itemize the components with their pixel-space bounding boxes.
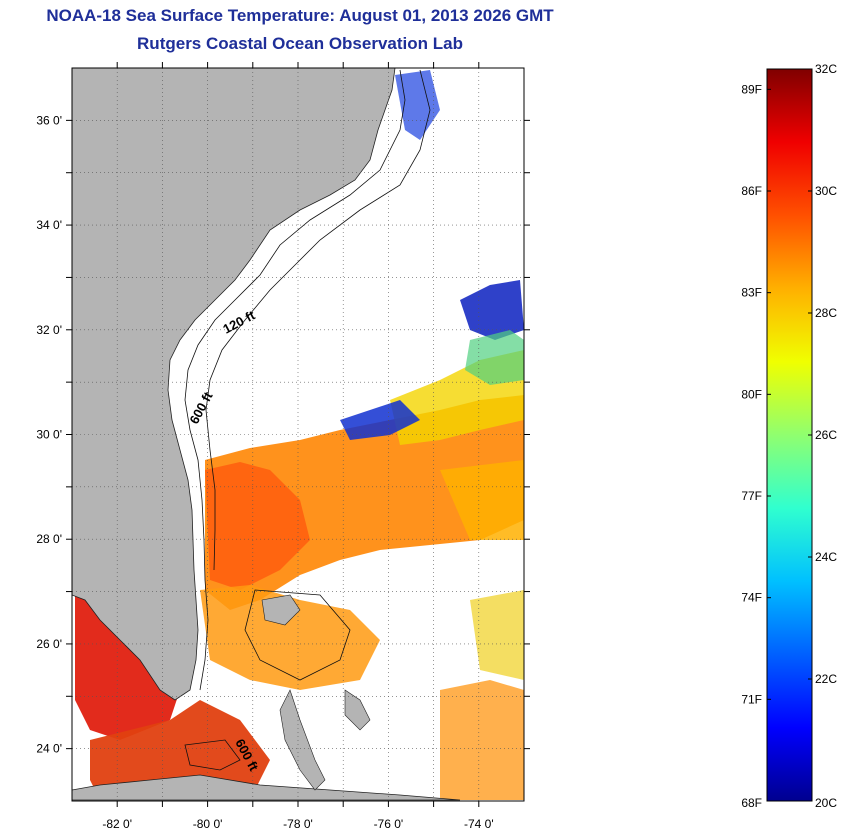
map-subtitle: Rutgers Coastal Ocean Observation Lab bbox=[137, 34, 463, 53]
colorbar-label-fahrenheit: 89F bbox=[741, 82, 762, 96]
colorbar-label-celsius: 30C bbox=[815, 184, 837, 198]
map-content bbox=[72, 68, 524, 801]
colorbar-label-fahrenheit: 74F bbox=[741, 591, 762, 605]
lat-tick-label: 32 0' bbox=[36, 323, 62, 337]
colorbar-label-fahrenheit: 86F bbox=[741, 184, 762, 198]
sst-patch-ne-coast-blue bbox=[395, 70, 440, 140]
contour-bahamas bbox=[244, 589, 351, 681]
colorbar-label-fahrenheit: 83F bbox=[741, 286, 762, 300]
sst-patch-green-mid bbox=[465, 330, 524, 385]
lat-tick-labels: 36 0' 34 0' 32 0' 30 0' 28 0' 26 0' 24 0' bbox=[36, 113, 62, 755]
map-ticks bbox=[66, 62, 530, 807]
colorbar-label-celsius: 22C bbox=[815, 672, 837, 686]
sst-patch-se-orange bbox=[440, 680, 524, 800]
colorbar-label-celsius: 24C bbox=[815, 550, 837, 564]
lat-tick-label: 30 0' bbox=[36, 428, 62, 442]
contour-straits bbox=[184, 739, 241, 771]
land-bahamas-1 bbox=[261, 594, 301, 626]
lon-tick-label: -74 0' bbox=[464, 817, 494, 831]
sst-patch-cool-blue-ne bbox=[460, 280, 524, 340]
land-cuba bbox=[72, 774, 461, 801]
colorbar-label-celsius: 20C bbox=[815, 796, 837, 810]
lat-tick-label: 24 0' bbox=[36, 742, 62, 756]
colorbar-label-celsius: 32C bbox=[815, 62, 837, 76]
lon-tick-labels: -82 0' -80 0' -78 0' -76 0' -74 0' bbox=[102, 817, 493, 831]
sst-patch-gulf-red bbox=[75, 595, 180, 740]
lat-tick-label: 28 0' bbox=[36, 532, 62, 546]
lon-tick-label: -78 0' bbox=[283, 817, 313, 831]
land-bahamas-2 bbox=[279, 689, 326, 791]
lon-tick-label: -82 0' bbox=[102, 817, 132, 831]
sst-field bbox=[75, 70, 524, 800]
lon-tick-label: -80 0' bbox=[193, 817, 223, 831]
sst-patch-straits bbox=[90, 700, 270, 800]
sst-patch-bahamas-orange bbox=[200, 585, 380, 690]
sst-patch-se-yellow bbox=[470, 590, 524, 680]
colorbar-label-fahrenheit: 77F bbox=[741, 489, 762, 503]
lat-tick-label: 26 0' bbox=[36, 637, 62, 651]
land-bahamas-3 bbox=[344, 689, 371, 731]
map-grid bbox=[72, 68, 524, 801]
map-title: NOAA-18 Sea Surface Temperature: August … bbox=[46, 6, 554, 25]
sst-patch-warm-core bbox=[205, 462, 310, 590]
colorbar-label-celsius: 28C bbox=[815, 306, 837, 320]
land-us-coast bbox=[72, 68, 396, 701]
colorbar-label-fahrenheit: 71F bbox=[741, 692, 762, 706]
colorbar-label-fahrenheit: 68F bbox=[741, 796, 762, 810]
lon-tick-label: -76 0' bbox=[374, 817, 404, 831]
colorbar bbox=[766, 68, 813, 802]
lat-tick-label: 34 0' bbox=[36, 218, 62, 232]
contour-120ft bbox=[184, 69, 406, 691]
colorbar-labels: 32C 30C 28C 26C 24C 22C 20C 89F 86F 83F 80F 77F 74F 7… bbox=[741, 62, 837, 810]
lat-tick-label: 36 0' bbox=[36, 113, 62, 127]
contour-600ft bbox=[205, 69, 431, 571]
sst-patch-east-yellow bbox=[440, 460, 524, 540]
colorbar-label-celsius: 26C bbox=[815, 428, 837, 442]
sst-patch-cool-blue-north bbox=[340, 400, 420, 440]
colorbar-label-fahrenheit: 80F bbox=[741, 387, 762, 401]
